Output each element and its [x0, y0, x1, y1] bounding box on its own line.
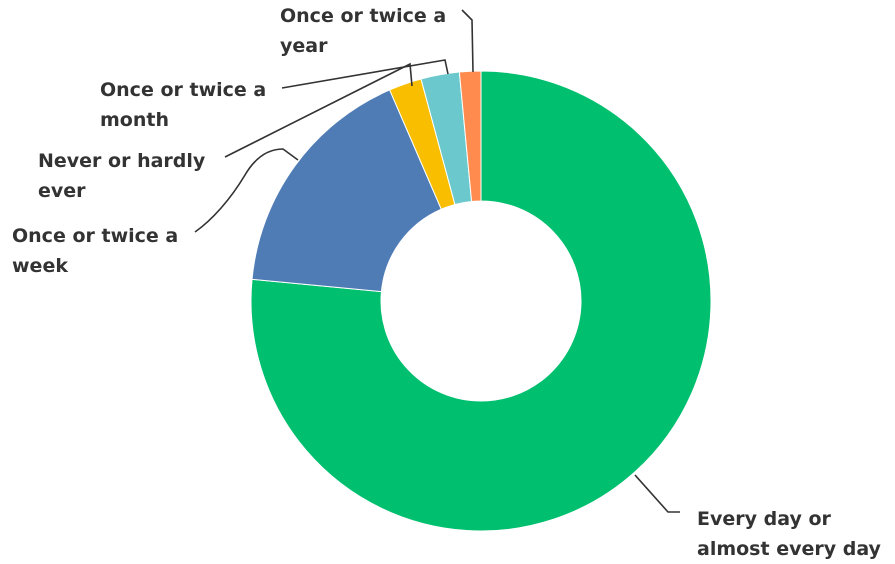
- label-every-day-line-2: almost every day: [697, 538, 882, 560]
- label-every-day-line-1: Every day or: [697, 508, 832, 530]
- label-year-line-1: Once or twice a: [280, 5, 446, 27]
- leader-line-every-day: [634, 474, 680, 513]
- label-week-line-2: week: [12, 255, 68, 277]
- label-year-line-2: year: [280, 35, 328, 57]
- label-month-line-1: Once or twice a: [100, 79, 266, 101]
- label-year: Once or twice a year: [280, 5, 453, 57]
- label-week: Once or twice a week: [12, 225, 185, 277]
- slice-week: [251, 89, 442, 293]
- label-week-line-1: Once or twice a: [12, 225, 178, 247]
- slice-year: [458, 70, 482, 202]
- label-never: Never or hardly ever: [38, 150, 212, 202]
- slice-every-day: [250, 70, 712, 532]
- leader-line-never: [224, 62, 413, 158]
- label-never-line-1: Never or hardly: [38, 150, 206, 172]
- leader-line-year: [461, 9, 474, 73]
- donut-slices: [250, 70, 712, 532]
- label-every-day: Every day or almost every day: [697, 508, 882, 560]
- label-month: Once or twice a month: [100, 79, 273, 131]
- label-never-line-2: ever: [38, 180, 86, 202]
- leader-line-week: [194, 148, 299, 233]
- leader-line-month: [281, 59, 449, 89]
- label-month-line-2: month: [100, 109, 169, 131]
